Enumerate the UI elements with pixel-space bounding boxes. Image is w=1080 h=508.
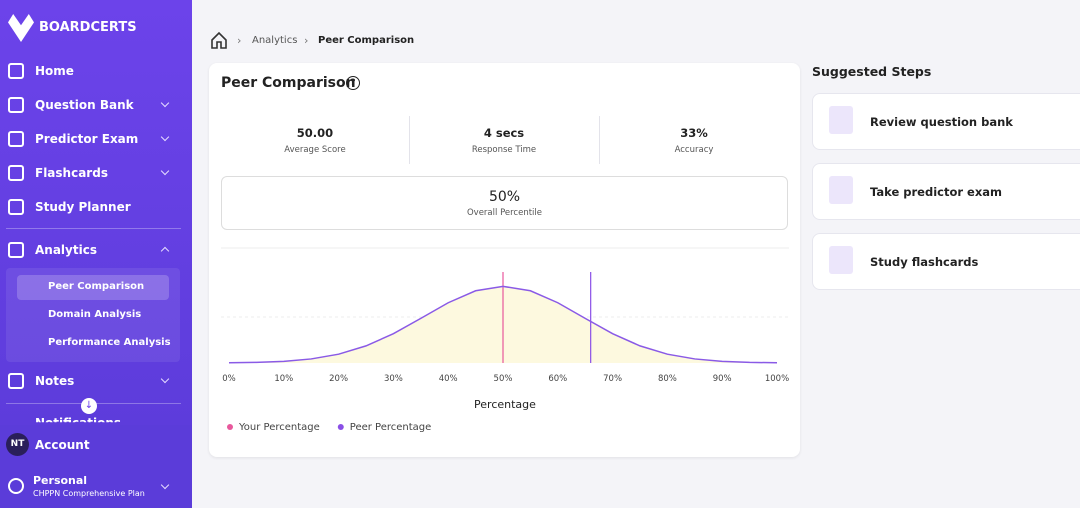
step[interactable]: Study flashcards (812, 233, 1080, 290)
card-title: Peer Comparison (221, 75, 356, 91)
nav-notes[interactable]: Notes (35, 374, 75, 388)
sub-domain[interactable]: Domain Analysis (48, 309, 142, 320)
x-tick-label: 30% (384, 374, 403, 384)
chart: Percentage 0% 10% 20% 30% 40% 50% 60% 70% 80% 90%… (221, 247, 789, 433)
legend-label: Peer Percentage (350, 422, 432, 433)
chevron (160, 132, 170, 142)
plan-title[interactable]: Personal (33, 474, 88, 487)
icon (8, 199, 24, 215)
x-tick-label: 40% (439, 374, 458, 384)
icon (829, 246, 853, 274)
x-tick-label: 10% (274, 374, 293, 384)
x-axis-label: Percentage (474, 398, 536, 411)
avatar: NT (6, 433, 29, 456)
overall-label: Overall Percentile (466, 208, 542, 218)
help-icon[interactable]: ? (346, 76, 360, 90)
icon (8, 63, 24, 79)
suggested-title: Suggested Steps (812, 64, 932, 79)
legend-swatch (227, 424, 233, 430)
home-icon[interactable] (210, 31, 228, 49)
icon (8, 478, 24, 494)
chevron (160, 98, 170, 108)
breadcrumb-link[interactable]: Analytics (252, 35, 298, 46)
divider (6, 228, 181, 229)
stat-label: Accuracy (674, 145, 714, 155)
active-item (17, 275, 169, 300)
nav-account[interactable]: Account (35, 438, 90, 452)
step-label: Take predictor exam (870, 185, 1002, 199)
nav-predictor[interactable]: Predictor Exam (35, 132, 139, 146)
x-tick-label: 80% (658, 374, 677, 384)
nav-home[interactable]: Home (35, 64, 74, 78)
x-tick-label: 50% (494, 374, 513, 384)
step[interactable]: Review question bank (812, 93, 1080, 150)
sub-performance[interactable]: Performance Analysis (48, 337, 171, 348)
icon (829, 106, 853, 134)
nav-question-bank[interactable]: Question Bank (35, 98, 134, 112)
x-tick-label: 20% (329, 374, 348, 384)
icon (8, 242, 24, 258)
icon (829, 176, 853, 204)
plan-subtitle: CHPPN Comprehensive Plan (33, 489, 145, 498)
card (209, 63, 800, 457)
breadcrumb-current: Peer Comparison (318, 35, 415, 46)
divider (599, 116, 600, 164)
scroll-button[interactable]: ↓ (81, 398, 97, 414)
logo (8, 14, 34, 42)
legend-label: Your Percentage (238, 422, 320, 433)
stat-label: Response Time (471, 145, 537, 155)
x-tick-label: 60% (548, 374, 567, 384)
nav-analytics[interactable]: Analytics (35, 243, 97, 257)
divider (409, 116, 410, 164)
x-tick-label: 0% (222, 374, 236, 384)
chevron (160, 374, 170, 384)
x-tick-label: 100% (765, 374, 789, 384)
nav-notifications[interactable]: Notifications (35, 416, 122, 430)
icon (8, 97, 24, 113)
step[interactable]: Take predictor exam (812, 163, 1080, 220)
stat-value: 50.00 (296, 126, 334, 140)
overall-value: 50% (488, 189, 521, 205)
overall-box (221, 176, 788, 230)
separator: › (237, 34, 242, 47)
icon (8, 131, 24, 147)
icon (8, 165, 24, 181)
footer (0, 425, 192, 508)
step-label: Study flashcards (870, 255, 979, 269)
stat-value: 33% (680, 126, 708, 140)
submenu (6, 268, 180, 362)
nav-planner[interactable]: Study Planner (35, 200, 131, 214)
step-label: Review question bank (870, 115, 1013, 129)
legend-swatch (337, 424, 344, 430)
stat-value: 4 secs (483, 126, 525, 140)
curve (228, 285, 778, 364)
x-tick-label: 70% (603, 374, 622, 384)
chevron (160, 166, 170, 176)
separator: › (304, 34, 309, 47)
stat-label: Average Score (284, 145, 346, 155)
brand: BOARDCERTS (39, 20, 137, 35)
chevron (160, 246, 170, 256)
sidebar: BOARDCERTS Home Question Bank Predictor … (0, 0, 192, 508)
x-tick-label: 90% (713, 374, 732, 384)
icon (8, 373, 24, 389)
sub-peer[interactable]: Peer Comparison (48, 281, 145, 292)
nav-flashcards[interactable]: Flashcards (35, 166, 108, 180)
